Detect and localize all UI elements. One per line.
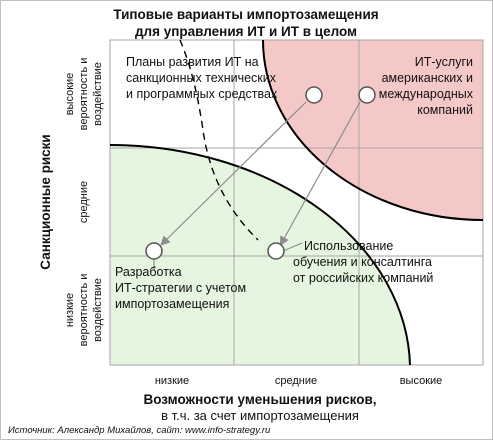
item-plans-line-1: Планы развития ИТ на [126,55,259,69]
high-risk-zone [263,40,483,220]
item-strategy-line-1: Разработка [115,265,182,279]
low-risk-boundary-curve [109,144,411,366]
y-level-high-line-2: вероятность и [78,58,90,131]
y-axis-level-medium: средние [78,181,90,223]
item-strategy-line-3: импортозамещения [115,297,229,311]
item-services-line-3: международных [379,87,474,101]
marker-plans [305,86,323,104]
plot-border [109,39,484,366]
x-level-high: высокие [400,375,443,387]
y-level-low-line-1: низкие [64,293,76,327]
item-strategy-line-2: ИТ-стратегии с учетом [115,281,246,295]
high-risk-boundary-curve [262,39,484,221]
source-note: Источник: Александр Михайлов, сайт: www.… [8,425,271,436]
item-consulting-line-2: обучения и консалтинга [293,255,432,269]
item-plans-line-2: санкционных технических [126,71,277,85]
item-services-line-2: американских и [382,71,473,85]
y-level-low-line-3: воздействие [92,278,104,342]
plot-area [109,39,484,366]
item-consulting-line-1: Использование [304,239,393,253]
transition-dashed-curve [179,39,259,241]
item-consulting-line-3: от российских компаний [293,271,433,285]
item-label-plans: Планы развития ИТ на санкционных техниче… [126,55,278,101]
y-level-low-line-2: вероятность и [78,274,90,347]
low-risk-zone [110,145,410,365]
y-axis-level-high: высокие вероятность и воздействие [64,58,104,131]
item-plans-line-3: и программных средствах [126,87,278,101]
chart-title-line-1: Типовые варианты импортозамещения [113,7,378,22]
y-level-medium-line-1: средние [78,181,90,223]
item-label-strategy: Разработка ИТ-стратегии с учетом импорто… [115,265,246,311]
x-level-low: низкие [155,375,189,387]
marker-services [358,86,376,104]
y-axis-title: Санкционные риски [38,134,53,269]
y-axis-level-low: низкие вероятность и воздействие [64,274,104,347]
item-services-line-1: ИТ-услуги [415,55,473,69]
item-services-line-4: компаний [417,103,473,117]
leader-line-plans-to-strategy [160,101,307,246]
marker-consulting [267,242,285,260]
y-level-high-line-3: воздействие [92,62,104,126]
markers [145,86,376,260]
item-label-consulting: Использование обучения и консалтинга от … [293,239,433,285]
x-axis-title: Возможности уменьшения рисков, [143,392,376,407]
marker-strategy [145,242,163,260]
x-axis-subtitle: в т.ч. за счет импортозамещения [161,408,359,423]
leader-line-services-to-consulting [279,101,361,247]
y-level-high-line-1: высокие [64,73,76,116]
chart-title-line-2: для управления ИТ и ИТ в целом [135,24,357,39]
x-level-medium: средние [275,375,317,387]
item-label-services: ИТ-услуги американских и международных к… [379,55,474,117]
